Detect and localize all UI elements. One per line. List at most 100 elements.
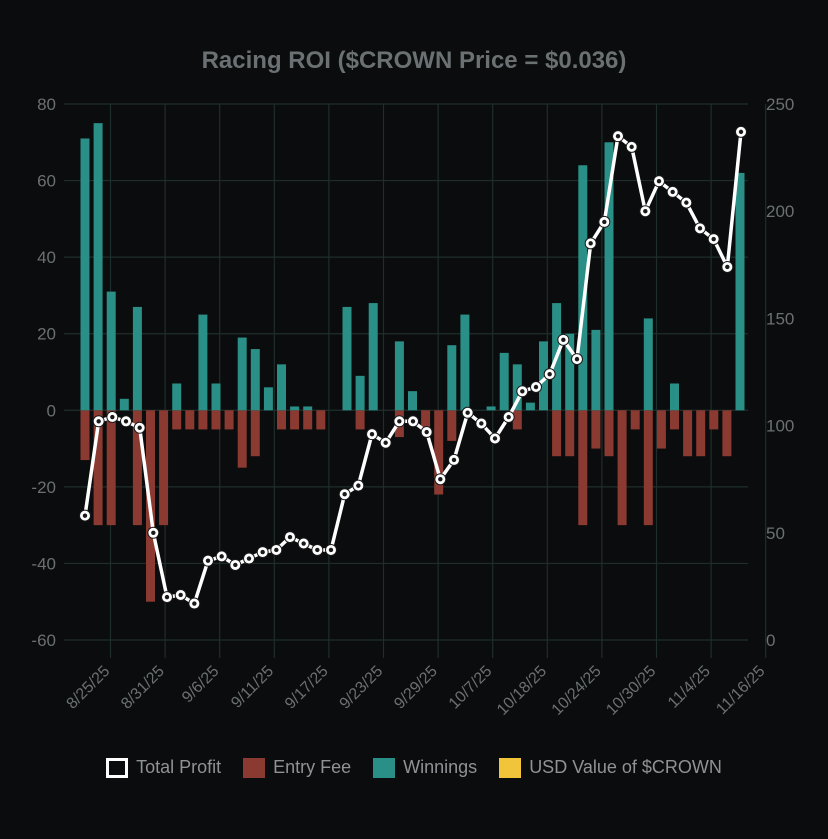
total-profit-point-center — [684, 200, 689, 205]
total-profit-point-center — [315, 547, 320, 553]
entry-fee-bar — [159, 410, 169, 526]
total-profit-point-center — [588, 241, 593, 246]
winnings-bar — [591, 329, 601, 411]
y-left-tick-label: -40 — [31, 554, 56, 573]
entry-fee-bar — [434, 410, 444, 495]
entry-fee-bar — [132, 410, 142, 526]
winnings-bar — [670, 383, 679, 411]
winnings-bar — [447, 345, 457, 411]
entry-fee-bar — [656, 410, 666, 449]
x-tick-label: 9/23/25 — [337, 663, 387, 713]
winnings-bar — [172, 383, 182, 411]
total-profit-point-center — [615, 133, 621, 139]
y-left-tick-label: 40 — [37, 248, 56, 267]
x-tick-label: 8/25/25 — [64, 663, 114, 713]
legend-item-entry-fee[interactable]: Entry Fee — [243, 757, 351, 778]
winnings-bar — [290, 406, 300, 411]
x-tick-label: 11/4/25 — [665, 663, 714, 712]
grid-lines — [64, 103, 767, 658]
y-right-tick-label: 200 — [766, 202, 794, 221]
x-tick-label: 8/31/25 — [118, 663, 168, 713]
total-profit-point-center — [328, 547, 334, 553]
entry-fee-bar — [316, 410, 326, 430]
total-profit-point-center — [246, 556, 252, 561]
x-tick-label: 9/6/25 — [179, 663, 223, 707]
entry-fee-bar — [106, 410, 116, 526]
winnings-bar — [735, 172, 745, 411]
total-profit-point-center — [629, 144, 634, 150]
legend-item-winnings[interactable]: Winnings — [373, 757, 477, 778]
total-profit-point-center — [438, 477, 443, 482]
y-left-tick-label: 20 — [37, 325, 56, 344]
entry-fee-bar — [447, 410, 457, 441]
winnings-bar — [460, 314, 470, 411]
total-profit-point-center — [520, 389, 525, 394]
total-profit-line — [79, 125, 747, 610]
y-right-tick-label: 100 — [766, 417, 794, 436]
total-profit-point-center — [82, 513, 88, 518]
total-profit-point-center — [492, 436, 498, 441]
total-profit-point-center — [123, 419, 129, 424]
winnings-bar — [211, 383, 221, 411]
winnings-bar — [106, 291, 116, 411]
entry-fee-bar — [670, 410, 679, 430]
y-left-tick-label: -20 — [31, 478, 56, 497]
winnings-bar — [198, 314, 208, 411]
winnings-bar — [237, 337, 247, 411]
total-profit-point-center — [137, 425, 142, 430]
total-profit-point-center — [643, 209, 648, 214]
total-profit-point-center — [151, 530, 156, 535]
legend-label-usd-value: USD Value of $CROWN — [529, 757, 722, 777]
entry-fee-bar — [211, 410, 221, 430]
total-profit-point-center — [725, 264, 730, 270]
chart-legend: Total Profit Entry Fee Winnings USD Valu… — [0, 757, 828, 778]
total-profit-point-center — [205, 558, 211, 563]
total-profit-point-center — [533, 384, 539, 390]
entry-fee-bar — [355, 410, 365, 430]
total-profit-point-center — [356, 483, 361, 488]
entry-fee-bar — [591, 410, 601, 449]
total-profit-point-center — [369, 431, 375, 437]
legend-label-entry-fee: Entry Fee — [273, 757, 352, 777]
winnings-bar — [303, 406, 313, 411]
entry-fee-bars — [80, 410, 732, 602]
entry-fee-bar — [709, 410, 719, 430]
legend-item-total-profit[interactable]: Total Profit — [106, 757, 221, 778]
entry-fee-bar — [604, 410, 614, 457]
total-profit-point-center — [479, 421, 484, 426]
total-profit-point-center — [547, 371, 552, 377]
entry-fee-bar — [578, 410, 588, 526]
total-profit-point-center — [219, 554, 224, 559]
total-profit-point-center — [670, 189, 675, 195]
winnings-bar — [132, 306, 142, 411]
winnings-bar — [499, 352, 509, 411]
entry-fee-bar — [93, 410, 103, 526]
y-left-tick-label: 0 — [47, 401, 56, 420]
legend-item-usd-value[interactable]: USD Value of $CROWN — [499, 757, 722, 778]
entry-fee-bar — [303, 410, 313, 430]
total-profit-point-center — [260, 549, 265, 555]
total-profit-point-center — [656, 178, 662, 184]
x-tick-label: 9/29/25 — [391, 663, 441, 713]
winnings-bar — [355, 375, 365, 411]
y-right-tick-label: 0 — [766, 631, 775, 650]
y-left-tick-label: 60 — [37, 172, 56, 191]
total-profit-point-center — [561, 337, 566, 343]
entry-fee-bar — [421, 410, 431, 430]
total-profit-point-center — [574, 356, 580, 362]
winnings-bar — [408, 391, 417, 411]
entry-fee-bar — [552, 410, 562, 457]
entry-fee-bar — [224, 410, 234, 430]
y-right-tick-label: 50 — [766, 524, 785, 543]
x-tick-label: 10/7/25 — [446, 663, 496, 713]
legend-swatch-winnings — [373, 757, 396, 778]
total-profit-point-center — [342, 492, 347, 497]
legend-swatch-usd-value — [499, 757, 522, 778]
chart-svg: Racing ROI ($CROWN Price = $0.036) 80 60 4… — [31, 47, 794, 719]
winnings-bar — [525, 402, 535, 411]
total-profit-point-center — [465, 410, 470, 415]
entry-fee-bar — [512, 410, 522, 430]
legend-swatch-total-profit — [106, 757, 129, 778]
x-tick-label: 11/16/25 — [713, 663, 768, 718]
